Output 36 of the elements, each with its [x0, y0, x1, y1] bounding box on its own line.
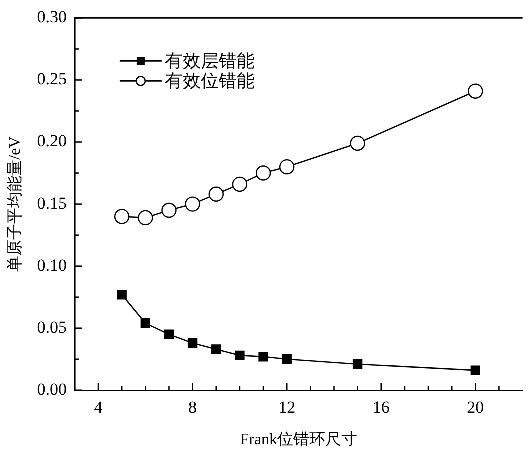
point — [232, 176, 248, 192]
point — [138, 210, 154, 226]
point — [258, 352, 268, 362]
x-tick-label: 20 — [467, 398, 484, 418]
point — [350, 136, 366, 152]
x-tick-label: 4 — [94, 398, 104, 418]
y-tick-label: 0.10 — [37, 256, 67, 275]
y-tick-label: 0.05 — [37, 318, 67, 337]
y-tick-label: 0.25 — [37, 70, 67, 89]
point — [282, 354, 292, 364]
point — [212, 344, 222, 354]
point — [117, 290, 127, 300]
point — [208, 186, 224, 202]
point — [468, 84, 484, 99]
point — [114, 209, 130, 224]
legend-label: 有效层错能 — [164, 50, 255, 71]
y-tick-label: 0.30 — [37, 8, 67, 27]
x-axis-title: Frank位错环尺寸 — [240, 430, 358, 449]
point — [162, 202, 177, 218]
point — [352, 360, 363, 370]
point — [470, 366, 480, 376]
x-tick-label: 16 — [372, 398, 390, 418]
y-axis-title: 单原子平均能量/eV — [6, 136, 24, 272]
y-tick-label: 0.00 — [37, 380, 67, 399]
y-tick-label: 0.20 — [37, 132, 67, 151]
point — [188, 338, 198, 348]
point — [256, 166, 272, 181]
x-tick-label: 8 — [188, 398, 198, 418]
legend-label: 有效位错能 — [164, 70, 255, 91]
x-tick-label: 12 — [278, 398, 296, 418]
point — [279, 159, 295, 175]
point — [185, 196, 200, 212]
point — [235, 350, 245, 361]
point — [164, 330, 174, 340]
point — [140, 318, 151, 328]
y-tick-label: 0.15 — [37, 194, 67, 213]
